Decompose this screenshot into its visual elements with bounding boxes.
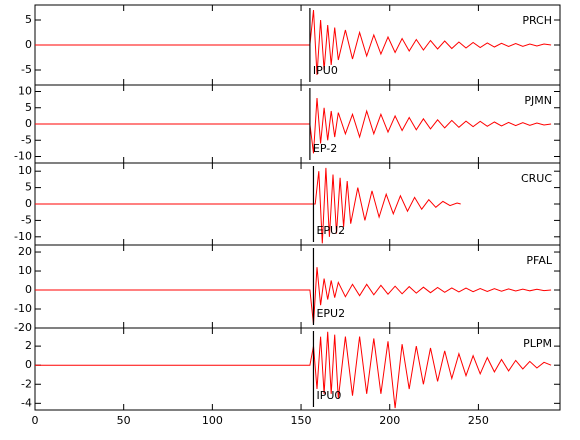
station-label: PJMN — [524, 94, 552, 107]
x-tick-label: 150 — [291, 414, 312, 427]
trace — [35, 267, 552, 325]
y-tick-label: 0 — [25, 197, 32, 210]
y-tick-label: -4 — [21, 396, 32, 409]
trace — [35, 167, 461, 244]
y-tick-label: 5 — [25, 101, 32, 114]
y-tick-label: 5 — [25, 181, 32, 194]
station-label: CRUC — [521, 172, 552, 185]
y-tick-label: -2 — [21, 377, 32, 390]
x-tick-label: 50 — [117, 414, 131, 427]
y-tick-label: 10 — [18, 264, 32, 277]
x-tick-label: 0 — [32, 414, 39, 427]
x-tick-label: 100 — [202, 414, 223, 427]
y-tick-label: 2 — [25, 339, 32, 352]
y-tick-label: -5 — [21, 213, 32, 226]
trace — [35, 331, 552, 409]
y-tick-label: 10 — [18, 164, 32, 177]
trace — [35, 97, 552, 154]
y-tick-label: -5 — [21, 63, 32, 76]
y-tick-label: 0 — [25, 283, 32, 296]
panel-frame — [34, 327, 561, 411]
y-tick-label: -20 — [14, 321, 32, 334]
pick-label: EPU2 — [316, 307, 345, 320]
y-tick-label: -10 — [14, 302, 32, 315]
trace — [35, 9, 552, 76]
pick-label: EP-2 — [313, 142, 337, 155]
y-tick-label: 0 — [25, 38, 32, 51]
pick-label: IPU0 — [313, 64, 338, 77]
station-label: PLPM — [523, 337, 552, 350]
y-tick-label: 5 — [25, 13, 32, 26]
panel-frame — [34, 244, 561, 329]
station-label: PRCH — [522, 14, 552, 27]
x-tick-label: 200 — [379, 414, 400, 427]
y-tick-label: 20 — [18, 245, 32, 258]
y-tick-label: 10 — [18, 85, 32, 98]
station-label: PFAL — [526, 254, 552, 267]
pick-label: IPU0 — [316, 389, 341, 402]
y-tick-label: -5 — [21, 133, 32, 146]
y-tick-label: -10 — [14, 230, 32, 243]
y-tick-label: 0 — [25, 358, 32, 371]
pick-label: EPU2 — [316, 224, 345, 237]
x-tick-label: 250 — [468, 414, 489, 427]
y-tick-label: -10 — [14, 150, 32, 163]
y-tick-label: 0 — [25, 117, 32, 130]
